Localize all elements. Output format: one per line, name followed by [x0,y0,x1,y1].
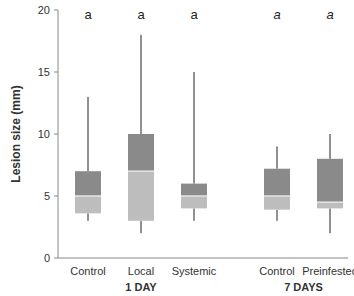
y-axis [58,10,59,258]
lower-box [264,196,290,210]
lower-whisker [194,208,195,220]
lower-box [75,196,101,213]
upper-box [317,159,343,202]
significance-label: a [190,7,198,22]
median-line [75,195,101,197]
lower-whisker [330,208,331,233]
x-tick-label: Control [70,265,105,277]
y-tick-label: 0 [44,252,50,264]
y-axis-label: Lesion size (mm) [9,85,23,182]
upper-box [128,134,154,171]
upper-whisker [277,146,278,168]
y-tick-label: 10 [38,128,50,140]
chart: 0 5 10 15 20 Lesion size (mm) a a a a a Control Loca… [0,0,354,296]
significance-label: a [326,7,333,22]
y-tick-label: 20 [38,4,50,16]
lower-whisker [277,210,278,221]
upper-box [264,169,290,196]
group-label: 1 DAY [125,281,157,293]
significance-label: a [273,7,280,22]
y-tick [54,258,58,259]
upper-whisker [194,72,195,184]
y-tick-label: 5 [44,190,50,202]
group-label: 7 DAYS [284,281,323,293]
x-axis [58,258,348,259]
x-tick-label: Local [128,265,154,277]
lower-box [128,171,154,221]
y-tick [54,72,58,73]
significance-label: a [137,7,145,22]
upper-box [181,184,207,196]
upper-box [75,171,101,196]
significance-label: a [84,7,92,22]
boxes [75,35,343,233]
median-line [181,195,207,197]
median-line [264,195,290,197]
x-tick-label: Preinfested [302,265,354,277]
upper-whisker [141,35,142,134]
y-tick [54,196,58,197]
y-tick-label: 15 [38,66,50,78]
y-tick [54,10,58,11]
median-line [317,201,343,203]
lower-box [181,196,207,208]
upper-whisker [88,97,89,171]
lower-box [317,202,343,208]
x-tick-label: Control [259,265,294,277]
lower-whisker [88,213,89,220]
upper-whisker [330,134,331,159]
lower-whisker [141,221,142,233]
y-tick [54,134,58,135]
median-line [128,170,154,172]
x-tick-label: Systemic [172,265,217,277]
